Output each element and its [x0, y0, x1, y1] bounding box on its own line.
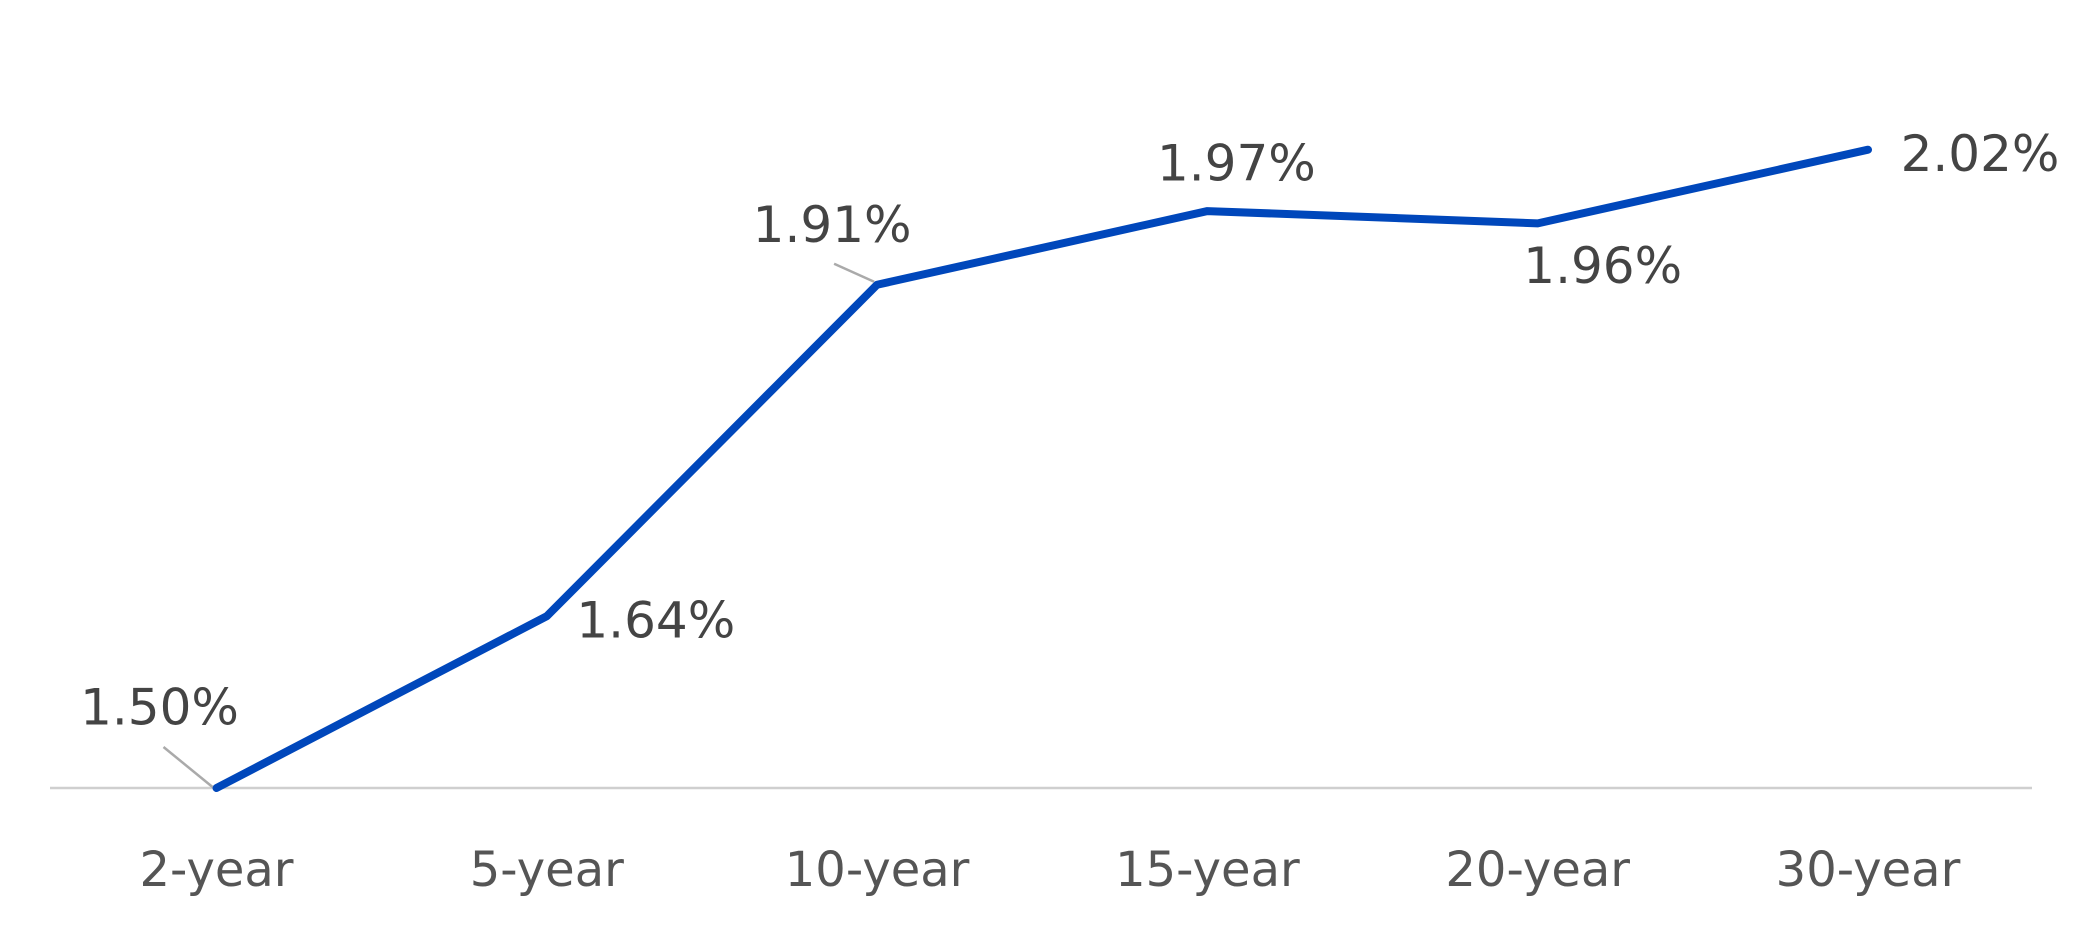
x-tick-label: 2-year — [139, 842, 293, 898]
x-tick-label: 5-year — [470, 842, 624, 898]
label-leader — [162, 746, 214, 788]
line — [212, 145, 1872, 792]
data-label: 1.97% — [1157, 135, 1316, 193]
data-label: 2.02% — [1901, 125, 2060, 183]
data-label: 1.96% — [1523, 237, 1682, 295]
x-tick-label: 30-year — [1776, 842, 1961, 898]
data-label: 1.91% — [753, 196, 912, 254]
label-leader — [833, 262, 875, 283]
data-label: 1.64% — [576, 592, 735, 650]
data-label: 1.50% — [80, 679, 239, 737]
x-tick-label: 15-year — [1115, 842, 1300, 898]
x-tick-label: 10-year — [785, 842, 970, 898]
x-tick-label: 20-year — [1445, 842, 1630, 898]
